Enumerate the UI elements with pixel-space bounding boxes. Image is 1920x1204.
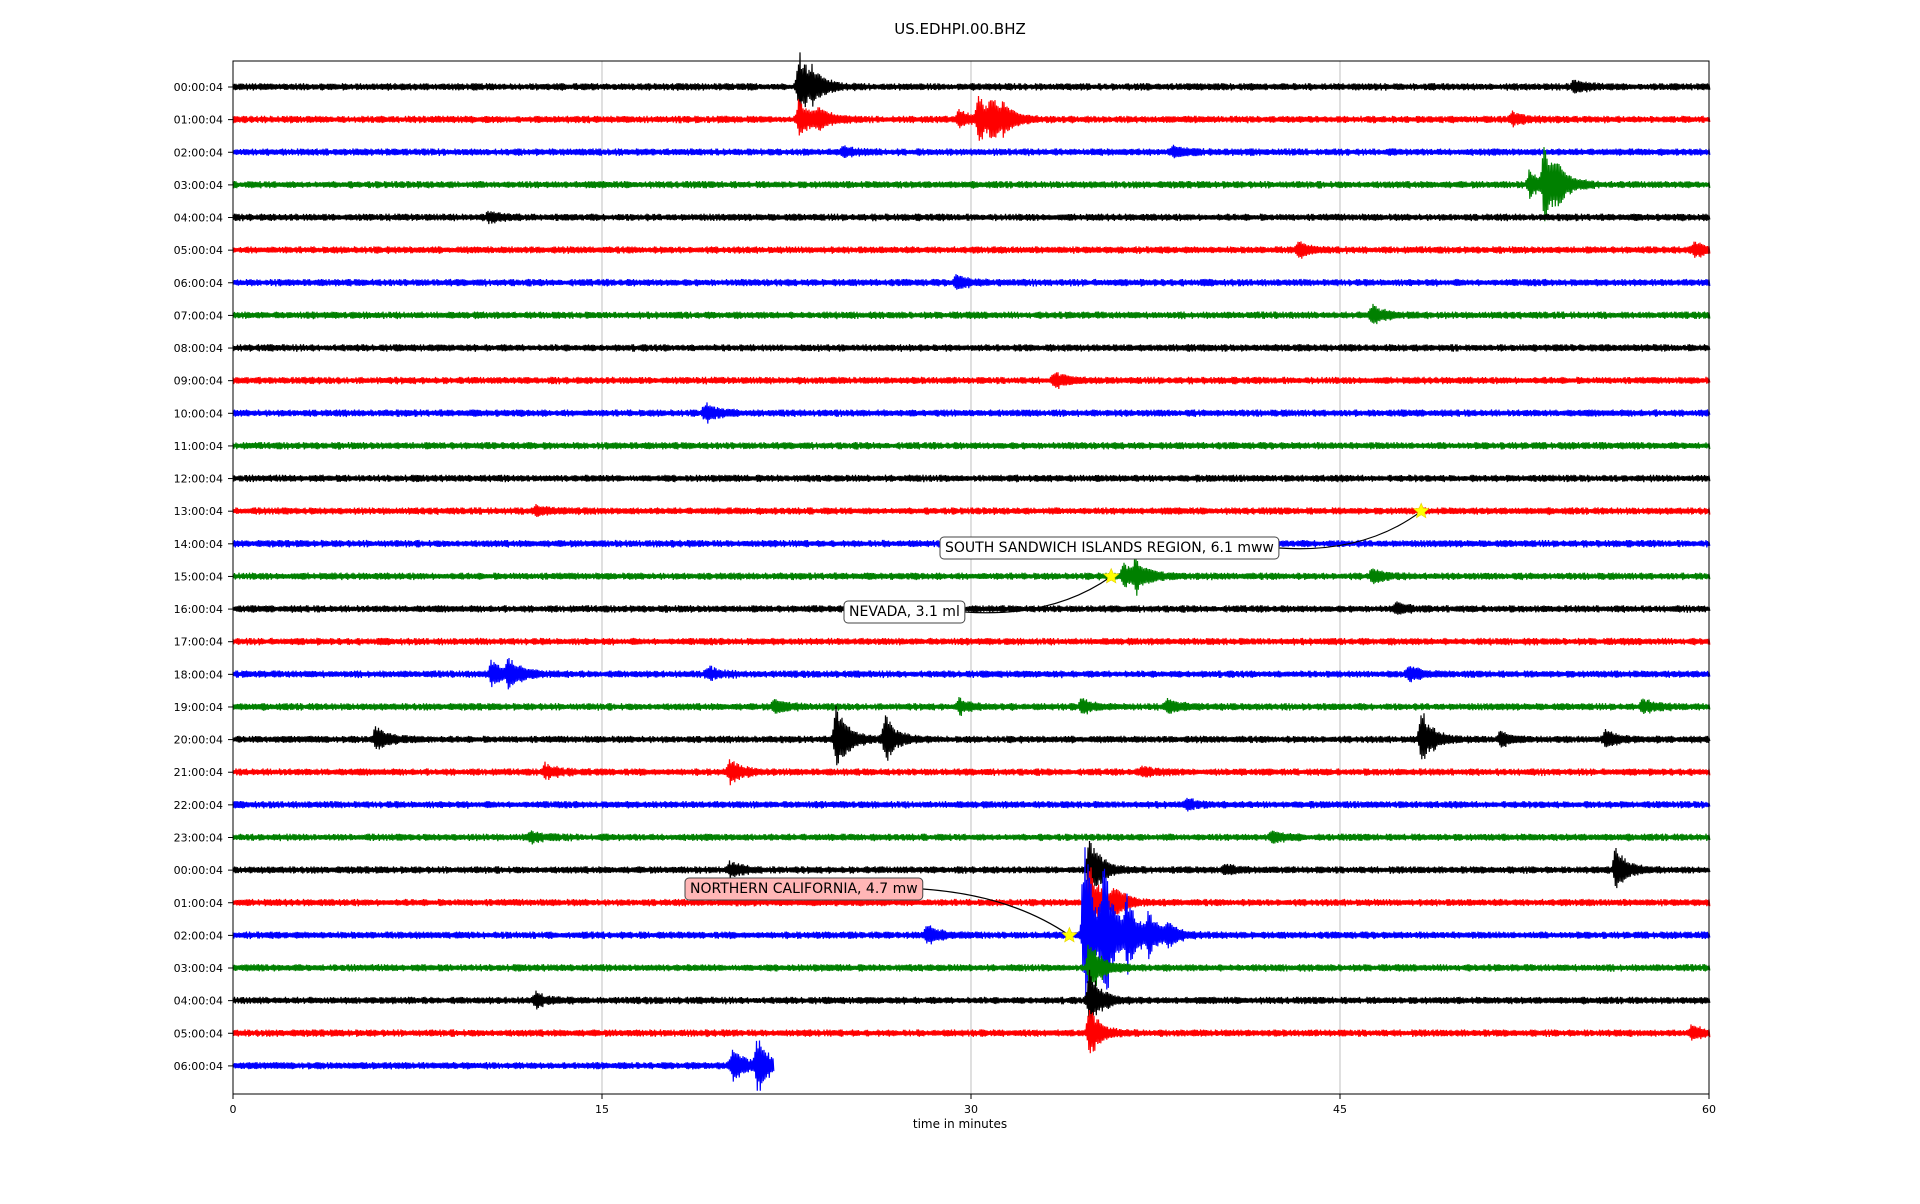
trace-line: [232, 147, 1711, 222]
y-tick-label: 23:00:04: [174, 831, 223, 844]
trace-line: [232, 372, 1711, 389]
y-tick-label: 05:00:04: [174, 1027, 223, 1040]
trace-line: [232, 210, 1711, 225]
trace-line: [232, 96, 1711, 141]
event-connector: [922, 888, 1070, 936]
x-tick-label: 15: [595, 1103, 609, 1116]
chart-title: US.EDHPI.00.BHZ: [894, 20, 1026, 38]
trace-line: [232, 657, 1711, 690]
trace-line: [232, 144, 1711, 159]
y-tick-label: 09:00:04: [174, 375, 223, 388]
event-star: [1412, 502, 1430, 519]
event-annotation: NORTHERN CALIFORNIA, 4.7 mw: [684, 877, 1070, 936]
y-tick-label: 15:00:04: [174, 570, 223, 583]
trace-line: [232, 556, 1711, 596]
y-tick-label: 17:00:04: [174, 636, 223, 649]
event-annotation: SOUTH SANDWICH ISLANDS REGION, 6.1 mww: [939, 510, 1422, 560]
event-label: NEVADA, 3.1 ml: [849, 604, 960, 620]
y-tick-label: 14:00:04: [174, 538, 223, 551]
x-tick-label: 0: [230, 1103, 237, 1116]
trace-line: [232, 944, 1711, 987]
trace-line: [232, 442, 1711, 450]
y-tick-label: 04:00:04: [174, 995, 223, 1008]
y-tick-label: 10:00:04: [174, 407, 223, 420]
event-connector: [964, 576, 1112, 614]
trace-line: [232, 840, 1711, 898]
trace-line: [232, 705, 1711, 766]
trace-line: [232, 52, 1711, 119]
trace-line: [232, 867, 1711, 934]
trace-line: [232, 847, 1711, 1000]
y-tick-label: 06:00:04: [174, 1060, 223, 1073]
event-annotation: NEVADA, 3.1 ml: [843, 576, 1112, 624]
y-tick-label: 21:00:04: [174, 766, 223, 779]
trace-line: [232, 697, 1711, 717]
y-tick-label: 00:00:04: [174, 81, 223, 94]
y-tick-label: 02:00:04: [174, 146, 223, 159]
trace-line: [232, 601, 1711, 615]
x-axis-label: time in minutes: [912, 1117, 1008, 1131]
trace-line: [232, 504, 1711, 518]
trace-line: [232, 1010, 1711, 1054]
trace-line: [232, 274, 1711, 290]
y-tick-label: 05:00:04: [174, 244, 223, 257]
event-label: NORTHERN CALIFORNIA, 4.7 mw: [690, 881, 918, 897]
y-tick-label: 12:00:04: [174, 473, 223, 486]
y-tick-label: 08:00:04: [174, 342, 223, 355]
y-tick-label: 18:00:04: [174, 668, 223, 681]
trace-line: [232, 344, 1711, 352]
event-label-box: [939, 536, 1280, 560]
y-tick-label: 00:00:04: [174, 864, 223, 877]
y-tick-label: 01:00:04: [174, 897, 223, 910]
x-tick-label: 30: [964, 1103, 978, 1116]
event-connector: [1278, 510, 1422, 550]
x-tick-label: 60: [1702, 1103, 1716, 1116]
event-label-box: [684, 877, 924, 901]
trace-line: [232, 830, 1711, 845]
y-tick-label: 03:00:04: [174, 179, 223, 192]
event-label: SOUTH SANDWICH ISLANDS REGION, 6.1 mww: [945, 540, 1274, 556]
y-tick-label: 03:00:04: [174, 962, 223, 975]
event-star: [1102, 567, 1120, 584]
event-star: [1061, 926, 1078, 943]
trace-line: [232, 402, 1711, 424]
trace-line: [232, 241, 1711, 259]
y-tick-label: 11:00:04: [174, 440, 223, 453]
trace-line: [232, 969, 1711, 1032]
y-tick-label: 01:00:04: [174, 114, 223, 127]
y-tick-label: 02:00:04: [174, 929, 223, 942]
event-label-box: [843, 600, 966, 624]
x-tick-label: 45: [1333, 1103, 1347, 1116]
y-tick-label: 20:00:04: [174, 734, 223, 747]
trace-line: [232, 797, 1711, 812]
y-tick-label: 06:00:04: [174, 277, 223, 290]
y-tick-label: 19:00:04: [174, 701, 223, 714]
trace-line: [232, 637, 1711, 646]
y-tick-label: 04:00:04: [174, 212, 223, 225]
y-tick-label: 13:00:04: [174, 505, 223, 518]
trace-line: [232, 759, 1711, 786]
trace-line: [232, 1040, 775, 1091]
y-tick-label: 22:00:04: [174, 799, 223, 812]
trace-line: [232, 474, 1711, 483]
y-tick-label: 16:00:04: [174, 603, 223, 616]
y-tick-label: 07:00:04: [174, 309, 223, 322]
trace-line: [232, 303, 1711, 325]
